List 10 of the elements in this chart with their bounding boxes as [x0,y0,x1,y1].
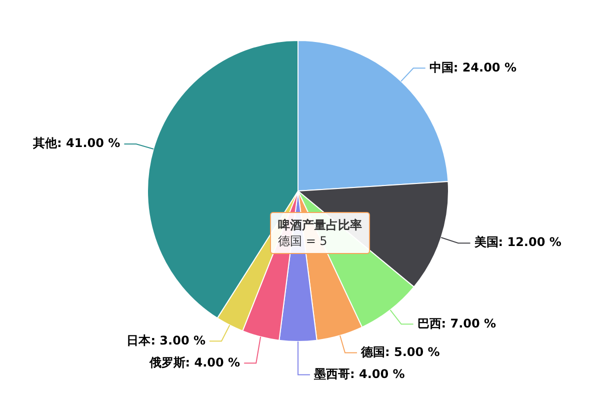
slice-label: 中国: 24.00 % [429,60,516,74]
slice-label: 美国: 12.00 % [473,235,562,250]
slice-label: 德国: 5.00 % [360,344,440,359]
text: 德国 = 5 [278,233,328,249]
slice-label: 墨西哥: 4.00 % [313,366,405,381]
slice-label: 其他: 41.00 % [32,136,120,150]
slice-label: 俄罗斯: 4.00 % [148,355,240,370]
slice-label: 日本: 3.00 % [126,333,206,348]
slice-label: 巴西: 7.00 % [417,316,496,330]
text: 啤酒产量占比率 [278,217,362,233]
